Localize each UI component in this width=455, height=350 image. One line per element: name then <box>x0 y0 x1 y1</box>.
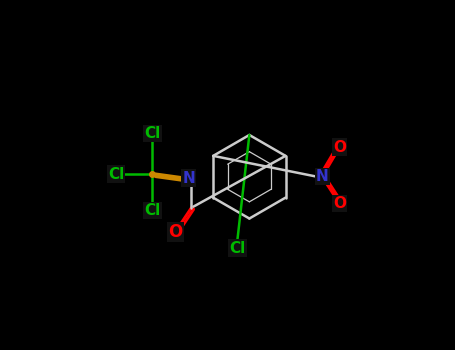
Text: N: N <box>182 170 195 186</box>
Text: O: O <box>333 140 346 155</box>
Text: O: O <box>333 196 346 211</box>
Text: O: O <box>168 223 182 241</box>
Text: Cl: Cl <box>144 126 161 141</box>
Text: Cl: Cl <box>108 167 124 182</box>
Text: Cl: Cl <box>229 241 245 256</box>
Text: N: N <box>316 169 329 184</box>
Text: Cl: Cl <box>144 203 161 218</box>
